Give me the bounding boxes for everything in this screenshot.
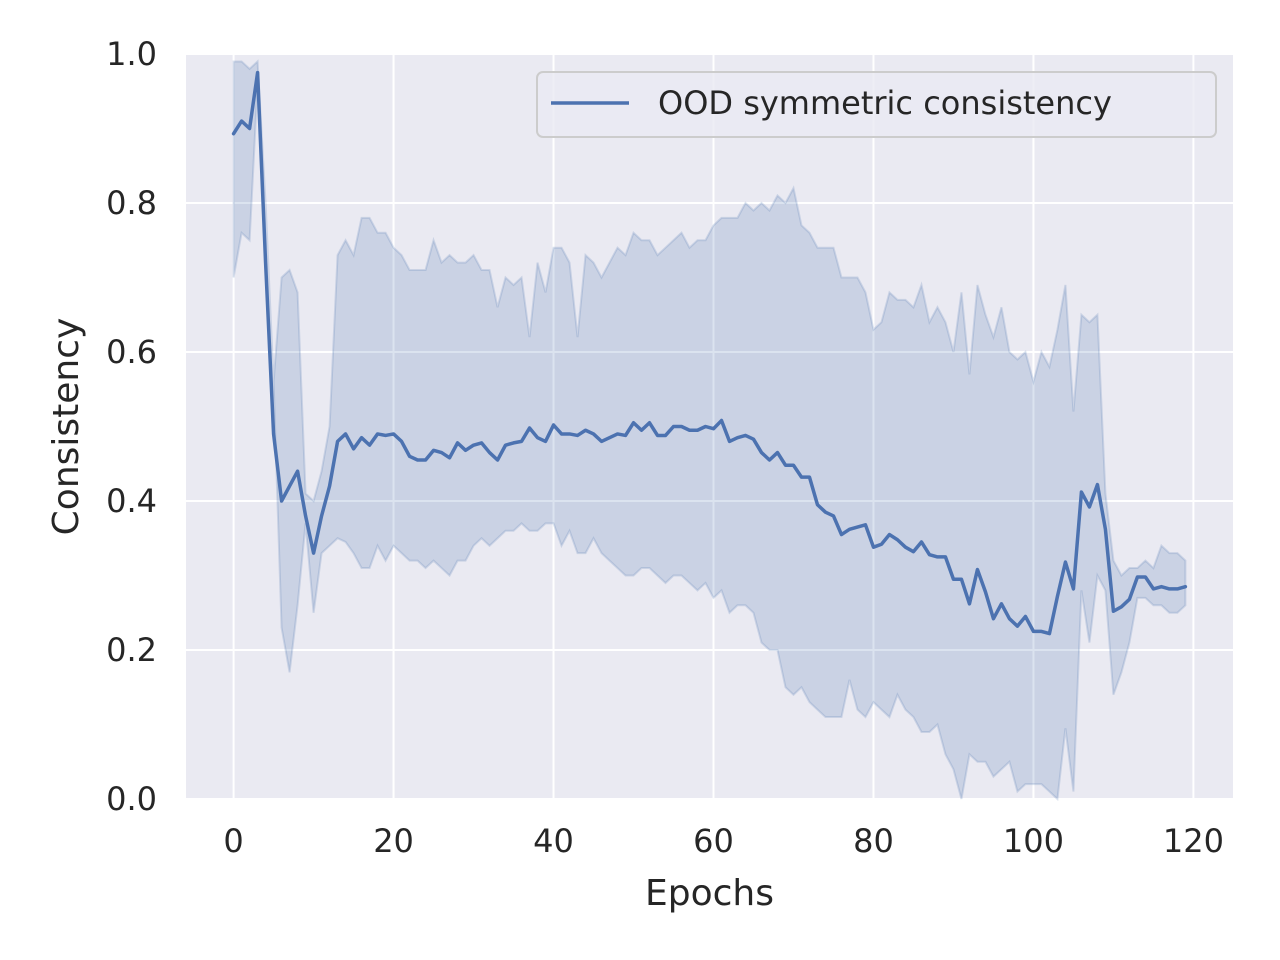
x-tick-label: 80	[853, 822, 894, 860]
y-tick-label: 0.8	[106, 184, 157, 222]
x-tick-label: 0	[223, 822, 243, 860]
y-tick-label: 0.2	[106, 631, 157, 669]
y-tick-label: 1.0	[106, 35, 157, 73]
y-axis-label: Consistency	[46, 318, 87, 536]
x-tick-label: 60	[693, 822, 734, 860]
x-tick-label: 20	[373, 822, 414, 860]
x-tick-label: 100	[1003, 822, 1064, 860]
x-tick-labels: 0 20 40 60 80 100 120	[223, 822, 1224, 860]
y-tick-label: 0.6	[106, 333, 157, 371]
legend-label-ood-symmetric-consistency: OOD symmetric consistency	[658, 84, 1112, 122]
x-tick-label: 120	[1163, 822, 1224, 860]
y-tick-labels: 0.0 0.2 0.4 0.6 0.8 1.0	[106, 35, 157, 818]
confidence-band	[232, 59, 1187, 802]
legend-box	[536, 71, 1217, 138]
x-axis-label: Epochs	[645, 873, 774, 914]
series-line-ood-symmetric-consistency	[231, 70, 1188, 636]
y-tick-label: 0.4	[106, 482, 157, 520]
legend: OOD symmetric consistency	[536, 71, 1217, 138]
y-tick-label: 0.0	[106, 780, 157, 818]
x-tick-label: 40	[533, 822, 574, 860]
